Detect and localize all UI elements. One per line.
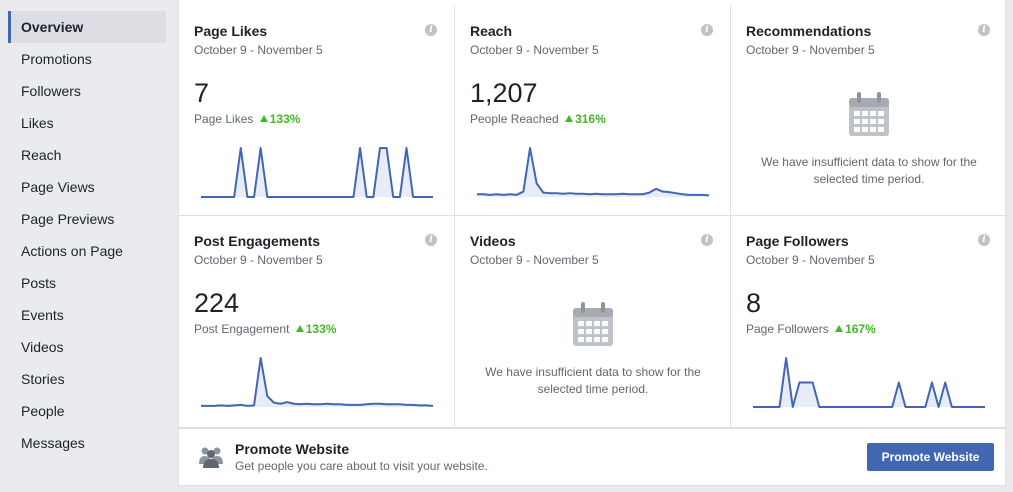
- info-icon[interactable]: i: [701, 234, 713, 246]
- card-title: Page Followers: [746, 233, 849, 249]
- sidebar-item-people[interactable]: People: [21, 403, 65, 419]
- delta-badge: 167%: [835, 322, 876, 336]
- info-icon[interactable]: i: [978, 24, 990, 36]
- metric-label-text: People Reached: [470, 112, 559, 126]
- sparkline-line: [477, 147, 710, 197]
- delta-value: 316%: [575, 112, 606, 126]
- sparkline-chart: [477, 147, 710, 197]
- sparkline-line: [753, 357, 985, 408]
- sidebar-item-messages[interactable]: Messages: [21, 435, 85, 451]
- sparkline-line: [201, 147, 433, 198]
- card-date-range: October 9 - November 5: [746, 253, 875, 267]
- sidebar-item-videos[interactable]: Videos: [21, 339, 64, 355]
- delta-value: 133%: [305, 322, 337, 336]
- sparkline-line: [201, 357, 434, 407]
- delta-value: 133%: [269, 112, 301, 126]
- delta-badge: 133%: [295, 322, 337, 336]
- empty-state-message: We have insufficient data to show for th…: [761, 155, 977, 186]
- sidebar-item-followers[interactable]: Followers: [21, 83, 81, 99]
- sidebar-item-stories[interactable]: Stories: [21, 371, 65, 387]
- card-videos[interactable]: Videos October 9 - November 5 i We have …: [455, 216, 731, 426]
- sidebar-nav: Overview Promotions Followers Likes Reac…: [0, 0, 170, 492]
- promote-website-bar: Promote Website Get people you care abou…: [178, 428, 1006, 486]
- metric-label-text: Page Likes: [194, 112, 254, 126]
- card-metric-label: Post Engagement 133%: [194, 322, 336, 336]
- sidebar-item-page-previews[interactable]: Page Previews: [21, 211, 115, 227]
- delta-badge: 316%: [565, 112, 606, 126]
- empty-state-message: We have insufficient data to show for th…: [485, 365, 701, 396]
- card-metric-label: People Reached 316%: [470, 112, 606, 126]
- card-date-range: October 9 - November 5: [194, 253, 323, 267]
- card-title: Page Likes: [194, 23, 268, 39]
- metric-label-text: Post Engagement: [194, 322, 290, 336]
- sparkline-area: [753, 358, 985, 407]
- sparkline-area: [477, 148, 709, 197]
- triangle-up-icon: [565, 115, 574, 122]
- card-title: Post Engagements: [194, 233, 321, 249]
- card-page-likes[interactable]: Page Likes October 9 - November 5 i 7 Pa…: [179, 6, 455, 216]
- promo-title: Promote Website: [235, 441, 350, 457]
- metric-label-text: Page Followers: [746, 322, 829, 336]
- card-metric-label: Page Followers 167%: [746, 322, 876, 336]
- sparkline-chart: [753, 357, 985, 408]
- card-date-range: October 9 - November 5: [470, 253, 599, 267]
- card-title: Reach: [470, 23, 513, 39]
- delta-badge: 133%: [259, 112, 301, 126]
- overview-grid: Page Likes October 9 - November 5 i 7 Pa…: [178, 0, 1007, 428]
- info-icon[interactable]: i: [701, 24, 713, 36]
- card-metric-label: Page Likes 133%: [194, 112, 300, 126]
- sparkline-chart: [201, 147, 433, 198]
- card-date-range: October 9 - November 5: [194, 43, 323, 57]
- sparkline-area: [201, 358, 433, 407]
- card-date-range: October 9 - November 5: [746, 43, 875, 57]
- card-date-range: October 9 - November 5: [470, 43, 599, 57]
- info-icon[interactable]: i: [425, 24, 437, 36]
- promo-description: Get people you care about to visit your …: [235, 459, 488, 473]
- info-icon[interactable]: i: [425, 234, 437, 246]
- sidebar-item-overview[interactable]: Overview: [8, 11, 166, 43]
- sidebar-item-page-views[interactable]: Page Views: [21, 179, 95, 195]
- calendar-icon: [573, 302, 613, 346]
- triangle-up-icon: [259, 115, 268, 122]
- sidebar-item-promotions[interactable]: Promotions: [21, 51, 92, 67]
- main-content: Page Likes October 9 - November 5 i 7 Pa…: [178, 0, 1007, 492]
- sidebar-item-actions-on-page[interactable]: Actions on Page: [21, 243, 123, 259]
- card-page-followers[interactable]: Page Followers October 9 - November 5 i …: [731, 216, 1007, 426]
- promote-website-button[interactable]: Promote Website: [867, 443, 994, 471]
- calendar-icon: [849, 92, 889, 136]
- triangle-up-icon: [835, 325, 844, 332]
- triangle-up-icon: [295, 325, 304, 332]
- sidebar-item-posts[interactable]: Posts: [21, 275, 57, 291]
- delta-value: 167%: [845, 322, 876, 336]
- sparkline-chart: [201, 357, 434, 407]
- card-title: Recommendations: [746, 23, 872, 39]
- info-icon[interactable]: i: [978, 234, 990, 246]
- card-metric-value: 8: [746, 288, 762, 318]
- card-metric-value: 224: [194, 288, 240, 318]
- sidebar-item-events[interactable]: Events: [21, 307, 64, 323]
- card-metric-value: 1,207: [470, 78, 538, 108]
- card-post-engagements[interactable]: Post Engagements October 9 - November 5 …: [179, 216, 455, 426]
- people-icon: [199, 447, 223, 468]
- card-reach[interactable]: Reach October 9 - November 5 i 1,207 Peo…: [455, 6, 731, 216]
- card-title: Videos: [470, 233, 516, 249]
- card-metric-value: 7: [194, 78, 210, 108]
- sidebar-item-likes[interactable]: Likes: [21, 115, 54, 131]
- sidebar-item-reach[interactable]: Reach: [21, 147, 62, 163]
- card-recommendations[interactable]: Recommendations October 9 - November 5 i…: [731, 6, 1007, 216]
